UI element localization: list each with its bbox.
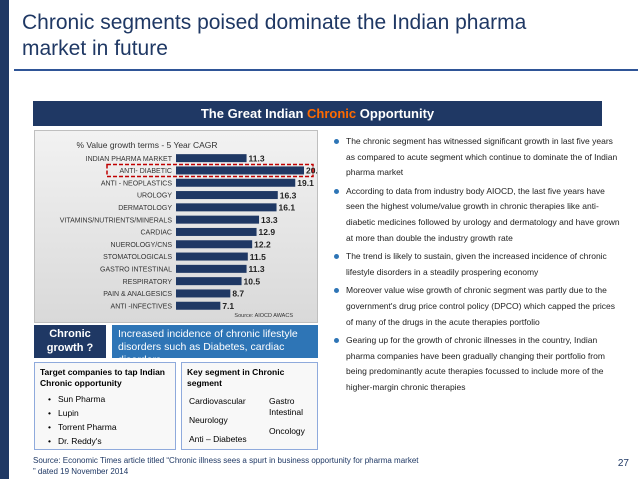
- chronic-growth-label: Chronic growth ?: [34, 325, 106, 358]
- category-label: ANTI -INFECTIVES: [111, 303, 173, 310]
- key-segment-item: Cardiovascular: [189, 396, 246, 406]
- data-label: 7.1: [222, 301, 234, 311]
- page-number: 27: [617, 458, 629, 469]
- bullet-item: According to data from industry body AIO…: [332, 184, 622, 246]
- list-item: Dr. Reddy's: [40, 434, 170, 448]
- data-label: 11.3: [249, 153, 265, 163]
- bar: [176, 203, 277, 212]
- cagr-bar-chart: % Value growth terms - 5 Year CAGR INDIAN…: [60, 140, 323, 319]
- bar: [176, 215, 260, 224]
- bar: [176, 277, 242, 286]
- left-accent-bar: [0, 0, 9, 479]
- key-segments-grid: Cardiovascular Gastro Intestinal Neurolo…: [187, 392, 312, 452]
- category-label: UROLOGY: [137, 193, 172, 200]
- data-label: 12.2: [254, 239, 271, 249]
- bar: [176, 252, 248, 261]
- section-banner: The Great Indian Chronic Opportunity: [33, 101, 602, 126]
- slide-title-line1: Chronic segments poised dominate the Ind…: [22, 11, 527, 34]
- data-label: 13.3: [261, 215, 278, 225]
- bar: [176, 154, 247, 163]
- data-label: 12.9: [259, 227, 276, 237]
- category-label: STOMATOLOGICALS: [103, 254, 172, 261]
- source-footnote: Source: Economic Times article titled “C…: [33, 455, 419, 477]
- data-label: 8.7: [232, 289, 244, 299]
- category-label: CARDIAC: [140, 230, 172, 237]
- bar: [176, 264, 247, 273]
- category-label: PAIN & ANALGESICS: [103, 291, 172, 298]
- key-segment-item: Gastro Intestinal: [269, 396, 304, 417]
- category-label: NUEROLOGY/CNS: [111, 242, 173, 249]
- commentary-bullets: The chronic segment has witnessed signif…: [332, 134, 622, 399]
- incidence-callout: Increased incidence of chronic lifestyle…: [112, 325, 318, 366]
- target-companies-heading: Target companies to tap Indian Chronic o…: [40, 367, 165, 388]
- category-label: VITAMINS/NUTRIENTS/MINERALS: [60, 217, 173, 224]
- data-label: 11.3: [249, 264, 265, 274]
- bar: [176, 191, 278, 200]
- chart-title: % Value growth terms - 5 Year CAGR: [76, 140, 217, 150]
- data-label: 19.1: [297, 178, 314, 188]
- data-label: 20.5: [306, 166, 317, 176]
- chart-source: Source: AIOCD AWACS: [234, 313, 293, 319]
- banner-text-after: Opportunity: [356, 106, 435, 121]
- bullet-item: Gearing up for the growth of chronic ill…: [332, 333, 622, 395]
- key-segment-item: Anti – Diabetes: [189, 434, 247, 444]
- category-label: GASTRO INTESTINAL: [100, 266, 172, 273]
- bar: [176, 240, 253, 249]
- bar: [176, 301, 221, 310]
- key-segment-item: Oncology: [269, 426, 305, 436]
- key-segment-item: Neurology: [189, 415, 228, 425]
- banner-accent-text: Chronic: [307, 106, 357, 121]
- cagr-chart-panel: % Value growth terms - 5 Year CAGR INDIAN…: [34, 130, 323, 323]
- data-label: 10.5: [244, 276, 261, 286]
- category-label: RESPIRATORY: [123, 279, 173, 286]
- category-label: INDIAN PHARMA MARKET: [86, 156, 173, 163]
- title-divider: [14, 69, 638, 71]
- list-item: Lupin: [40, 406, 170, 420]
- category-label: ANTI- DIABETIC: [119, 168, 172, 175]
- bullet-item: Moreover value wise growth of chronic se…: [332, 283, 622, 330]
- key-segments-panel: Key segment in Chronic segment Cardiovas…: [181, 362, 318, 450]
- list-item: Torrent Pharma: [40, 420, 170, 434]
- bar: [176, 178, 296, 187]
- bar: [176, 227, 257, 236]
- slide-title-line2: market in future: [22, 37, 168, 60]
- bullet-item: The trend is likely to sustain, given th…: [332, 249, 622, 280]
- list-item: Sun Pharma: [40, 392, 170, 406]
- data-label: 16.1: [279, 203, 296, 213]
- target-companies-list: Sun Pharma Lupin Torrent Pharma Dr. Redd…: [40, 392, 170, 448]
- bullet-item: The chronic segment has witnessed signif…: [332, 134, 622, 181]
- bar: [176, 166, 304, 175]
- footnote-line2: ” dated 19 November 2014: [33, 467, 129, 476]
- footnote-line1: Source: Economic Times article titled “C…: [33, 456, 419, 465]
- key-segments-heading: Key segment in Chronic segment: [187, 367, 285, 388]
- bar: [176, 289, 231, 298]
- target-companies-panel: Target companies to tap Indian Chronic o…: [34, 362, 176, 450]
- data-label: 11.5: [250, 252, 266, 262]
- slide-title: Chronic segments poised dominate the Ind…: [22, 10, 622, 62]
- banner-text-before: The Great Indian: [200, 106, 308, 121]
- category-label: DERMATOLOGY: [118, 205, 172, 212]
- data-label: 16.3: [280, 190, 297, 200]
- category-label: ANTI - NEOPLASTICS: [101, 180, 173, 187]
